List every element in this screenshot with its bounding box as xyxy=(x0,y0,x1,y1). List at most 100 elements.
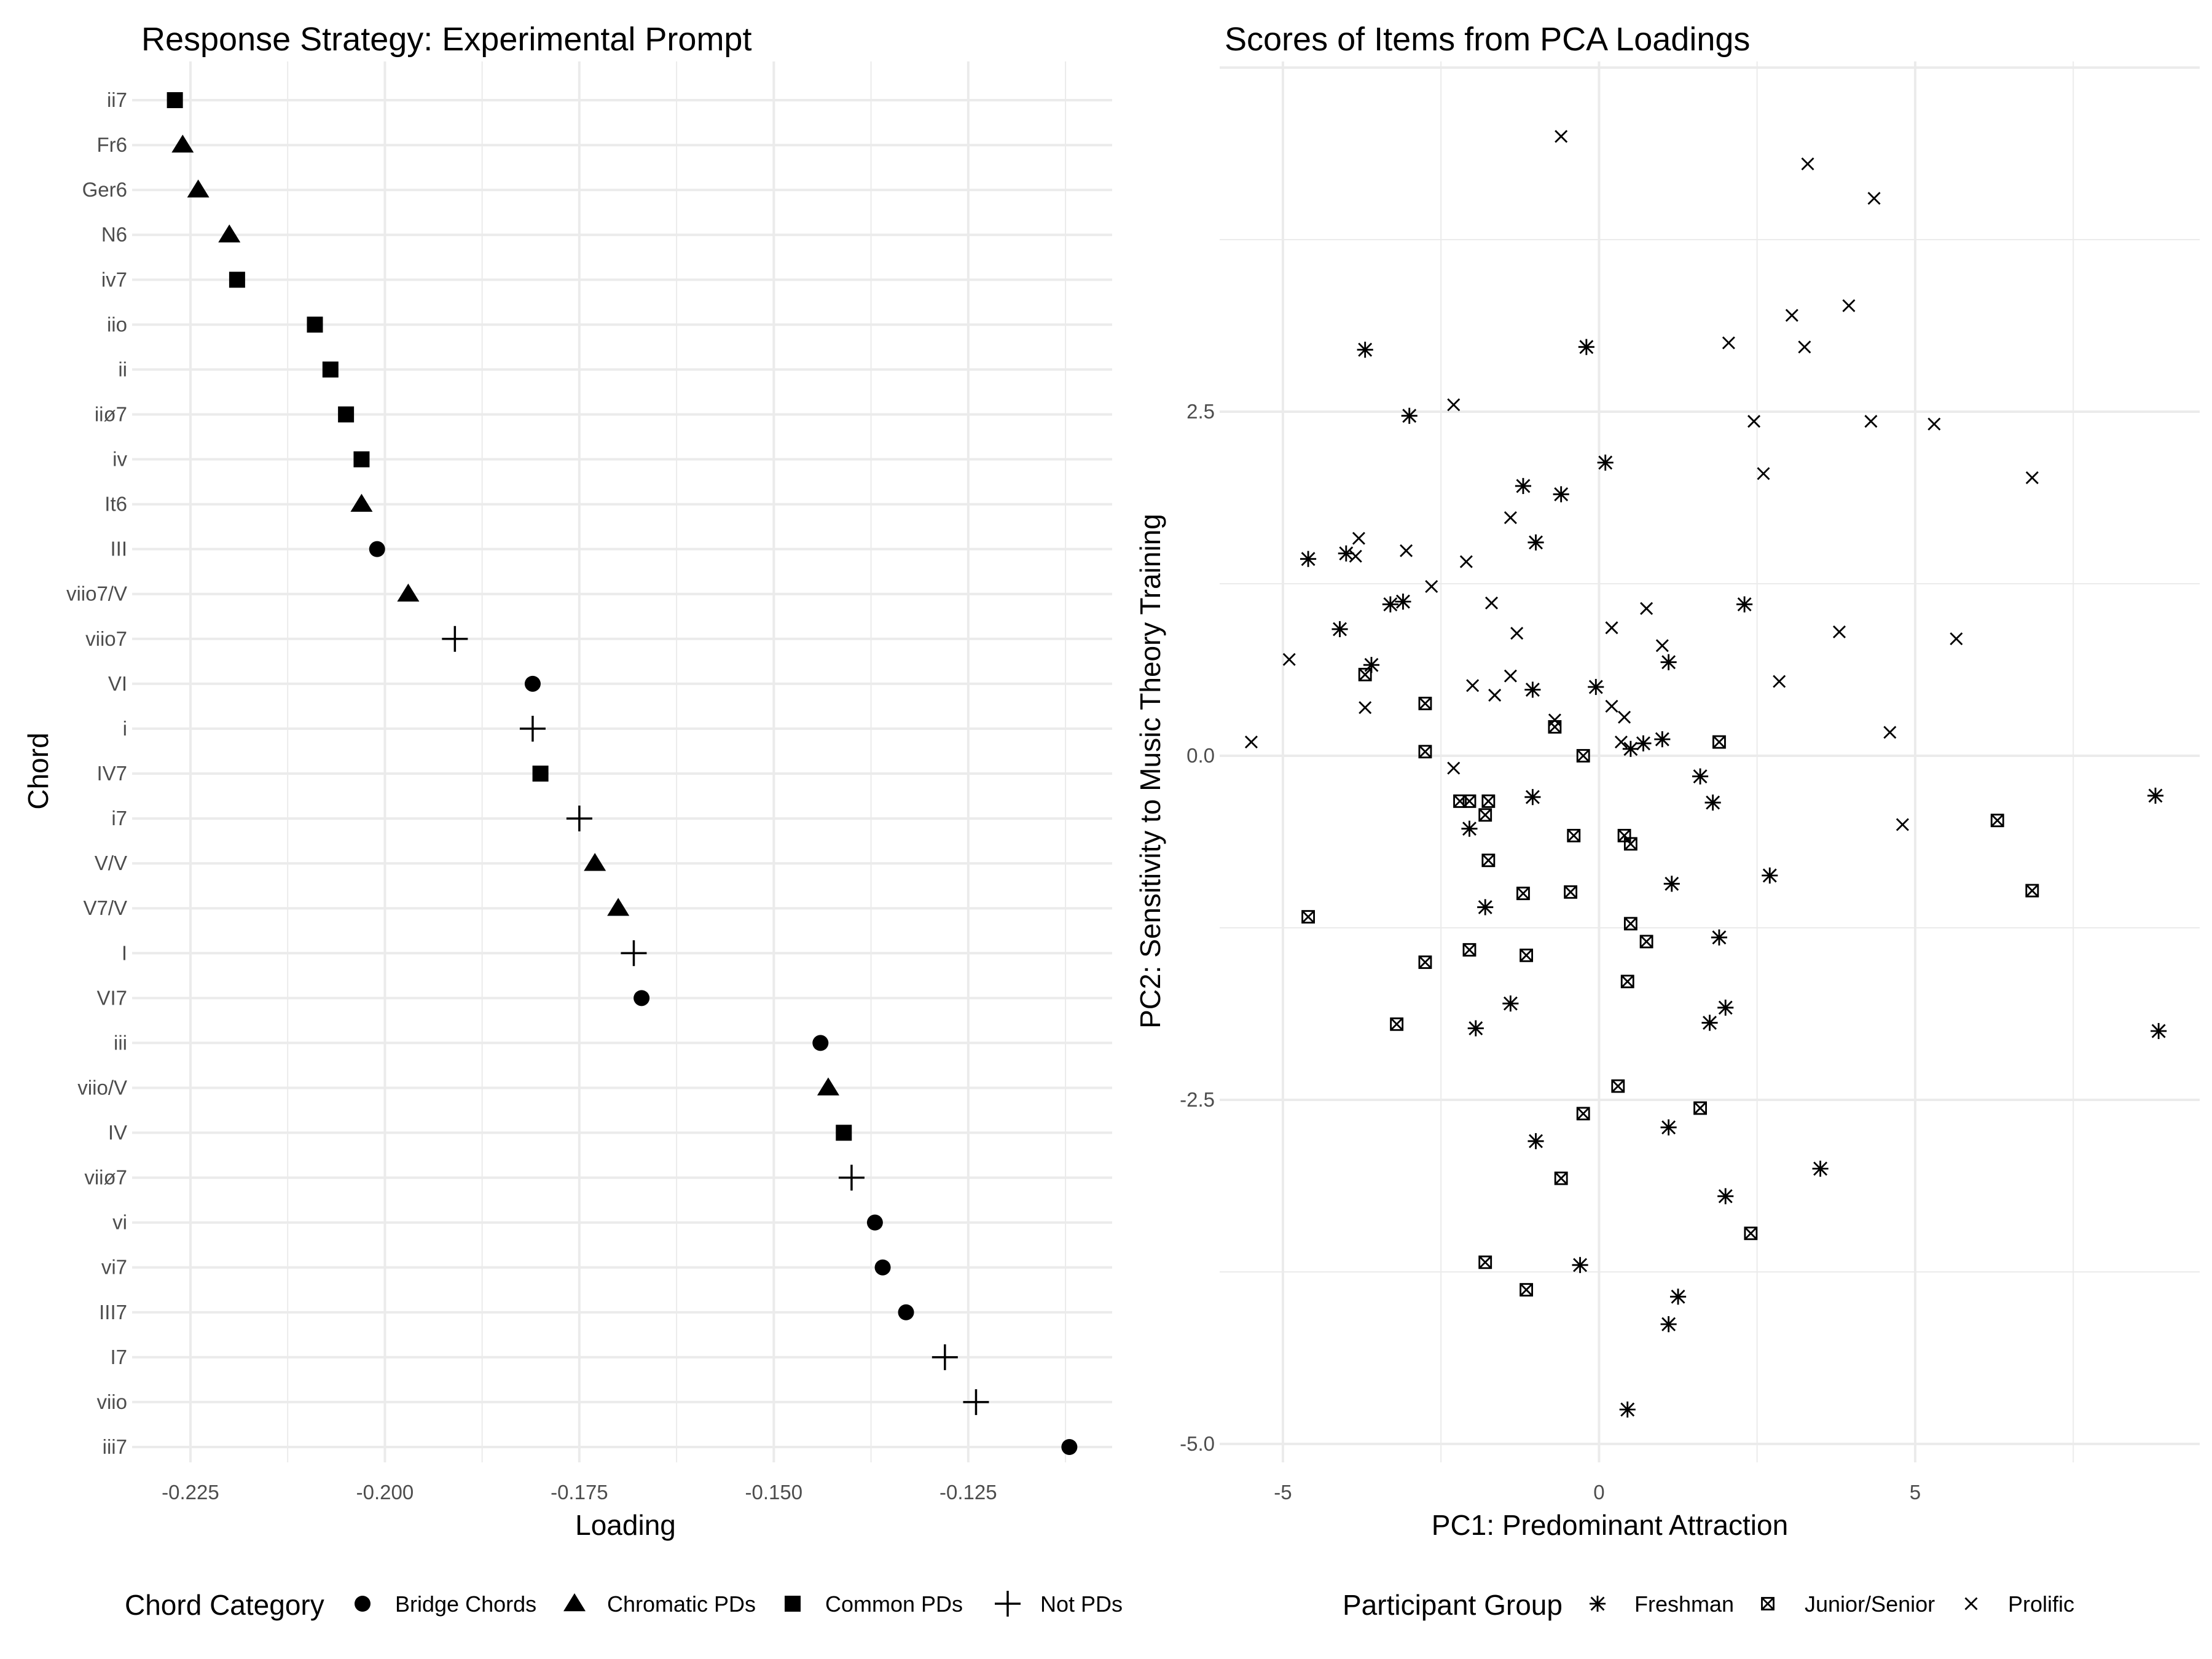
right-data-point-freshman xyxy=(1635,735,1652,751)
left-y-tick-label: VI xyxy=(108,672,127,695)
left-x-tick-label: -0.200 xyxy=(356,1481,414,1504)
right-data-point-freshman xyxy=(1300,551,1317,567)
left-y-tick-label: Fr6 xyxy=(97,133,128,156)
left-y-tick-label: V7/V xyxy=(83,896,127,919)
left-data-point xyxy=(218,224,241,243)
right-data-point-freshman xyxy=(1660,1316,1677,1333)
right-data-point-prolific xyxy=(1757,467,1770,480)
left-y-tick-label: Ger6 xyxy=(82,178,127,201)
left-data-point xyxy=(866,1214,883,1231)
right-data-point-prolific xyxy=(1801,157,1814,171)
right-data-point-junior-senior xyxy=(1418,696,1432,710)
left-data-point xyxy=(229,272,245,288)
right-data-point-junior-senior xyxy=(1990,814,2004,828)
right-data-point-junior-senior xyxy=(1418,955,1432,969)
right-data-point-freshman xyxy=(1701,1014,1718,1031)
right-data-point-prolific xyxy=(1447,398,1461,412)
left-x-tick-label: -0.150 xyxy=(745,1481,803,1504)
right-data-point-prolific xyxy=(1883,726,1897,739)
right-data-point-prolific xyxy=(1832,625,1846,638)
left-y-tick-label: iii7 xyxy=(103,1435,127,1458)
left-y-tick-label: vi xyxy=(112,1211,127,1234)
right-data-point-freshman xyxy=(1660,1119,1677,1135)
left-data-point xyxy=(397,583,420,602)
right-data-point-junior-senior xyxy=(1576,749,1590,763)
right-data-point-prolific xyxy=(2025,471,2039,485)
legend-key-chromatic-pds xyxy=(563,1593,586,1612)
left-y-axis-title: Chord xyxy=(22,732,54,809)
right-data-point-freshman xyxy=(1663,876,1680,892)
right-data-point-prolific xyxy=(1504,511,1517,524)
right-data-point-freshman xyxy=(2147,787,2164,804)
left-data-point xyxy=(607,898,630,916)
right-data-point-prolific xyxy=(1928,417,1941,431)
left-y-tick-label: iio xyxy=(107,313,127,335)
right-data-point-freshman xyxy=(1524,681,1541,698)
left-y-tick-label: VI7 xyxy=(96,986,127,1009)
left-data-point xyxy=(963,1389,989,1415)
left-data-point xyxy=(817,1077,839,1096)
legend-key-common-pds xyxy=(785,1596,801,1612)
right-data-point-freshman xyxy=(1619,1401,1636,1418)
left-data-point xyxy=(353,451,370,468)
left-x-tick-label: -0.225 xyxy=(162,1481,219,1504)
right-data-point-prolific xyxy=(1466,679,1480,692)
right-y-axis-title: PC2: Sensitivity to Music Theory Trainin… xyxy=(1134,514,1166,1029)
right-chart-title: Scores of Items from PCA Loadings xyxy=(1225,21,1750,58)
right-data-point-junior-senior xyxy=(1623,837,1637,851)
left-y-tick-label: III xyxy=(110,538,127,560)
left-y-tick-label: iv7 xyxy=(101,268,127,291)
right-gridlines xyxy=(1220,61,2200,1462)
right-data-point-freshman xyxy=(1736,596,1753,613)
right-data-point-junior-senior xyxy=(1712,735,1726,749)
left-legend-label: Common PDs xyxy=(825,1591,963,1617)
right-data-point-prolific xyxy=(1842,299,1856,313)
legend-key-bridge-chords xyxy=(355,1596,371,1612)
left-data-point xyxy=(838,1164,865,1191)
right-data-point-freshman xyxy=(1338,545,1354,562)
left-data-point xyxy=(338,406,355,423)
right-data-point-junior-senior xyxy=(1462,943,1477,957)
right-data-point-freshman xyxy=(1477,899,1494,916)
right-data-point-freshman xyxy=(1654,731,1671,748)
right-data-point-prolific xyxy=(1747,415,1761,428)
right-data-point-freshman xyxy=(2151,1022,2167,1040)
right-data-point-freshman xyxy=(1812,1160,1829,1177)
left-y-tick-label: N6 xyxy=(101,223,127,246)
right-data-point-prolific xyxy=(1459,555,1473,568)
left-y-tick-label: iiø7 xyxy=(95,402,127,425)
right-data-point-junior-senior xyxy=(1520,948,1534,962)
legend-key-junior-senior xyxy=(1761,1597,1775,1610)
right-data-point-freshman xyxy=(1692,768,1709,785)
right-data-point-prolific xyxy=(1510,627,1524,640)
right-data-point-prolific xyxy=(1640,602,1653,615)
left-y-tick-label: I xyxy=(122,941,127,964)
right-data-point-junior-senior xyxy=(1418,745,1432,759)
right-data-points xyxy=(1244,130,2167,1418)
right-data-point-prolific xyxy=(1864,415,1878,428)
right-data-point-prolific xyxy=(1548,713,1561,727)
left-data-point xyxy=(566,806,592,832)
left-y-tick-label: III7 xyxy=(99,1301,127,1324)
right-data-point-freshman xyxy=(1528,1133,1544,1150)
left-y-tick-labels: ii7Fr6Ger6N6iv7iioiiiiø7ivIt6IIIviio7/Vv… xyxy=(66,88,128,1458)
right-data-point-junior-senior xyxy=(1390,1017,1404,1031)
right-data-point-prolific xyxy=(1555,130,1568,143)
left-legend-title: Chord Category xyxy=(125,1589,324,1621)
right-data-point-junior-senior xyxy=(2025,884,2039,898)
left-data-point xyxy=(369,541,385,557)
right-data-point-freshman xyxy=(1395,594,1411,610)
right-legend-label: Prolific xyxy=(2008,1591,2074,1617)
right-legend-title: Participant Group xyxy=(1343,1589,1563,1621)
right-data-point-prolific xyxy=(1867,192,1881,205)
right-data-point-freshman xyxy=(1622,740,1639,757)
left-y-tick-label: IV7 xyxy=(96,762,127,785)
right-data-point-freshman xyxy=(1717,999,1734,1016)
left-y-tick-label: viiø7 xyxy=(84,1166,127,1189)
left-legend-label: Bridge Chords xyxy=(395,1591,536,1617)
right-data-point-freshman xyxy=(1553,486,1569,503)
legend-key-prolific xyxy=(1964,1597,1978,1610)
right-data-point-junior-senior xyxy=(1567,828,1581,842)
left-data-point xyxy=(350,493,373,512)
right-data-point-junior-senior xyxy=(1462,794,1477,808)
